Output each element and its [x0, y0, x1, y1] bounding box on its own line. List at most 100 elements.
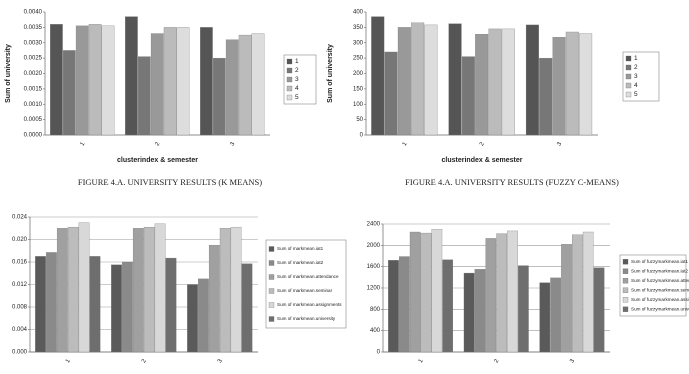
legend-swatch	[625, 73, 632, 80]
y-tick-label: 0	[377, 350, 381, 356]
y-tick-label: 0.0005	[24, 117, 43, 123]
bar	[35, 256, 46, 353]
legend-swatch	[622, 259, 629, 265]
bar	[582, 231, 594, 353]
y-tick-label: 100	[353, 102, 364, 108]
legend-label: Sum of markmean.university	[277, 316, 336, 321]
legend-swatch	[286, 58, 293, 65]
legend-label: Sum of fuzzymarkmean.university	[631, 306, 689, 311]
y-tick-label: 0.024	[12, 215, 28, 221]
x-axis-title: clusterindex & semester	[442, 157, 523, 164]
legend-label: Sum of fuzzymarkmean.seminar	[631, 287, 689, 292]
legend-label: 3	[295, 76, 299, 83]
y-tick-label: 0.0025	[24, 56, 43, 62]
y-tick-label: 400	[353, 10, 364, 16]
legend-swatch	[286, 85, 293, 92]
bar	[225, 39, 239, 136]
bar	[448, 23, 462, 136]
bar	[238, 34, 252, 136]
x-tick-label: 2	[494, 358, 501, 364]
bar	[397, 27, 411, 136]
y-tick-label: 0.000	[12, 350, 28, 356]
legend-label: 1	[295, 58, 299, 65]
bar	[212, 57, 226, 136]
x-tick-label: 1	[402, 141, 409, 147]
bar	[125, 16, 138, 136]
legend-box	[619, 254, 687, 317]
y-tick-label: 0.012	[12, 282, 28, 288]
x-tick-label: 3	[217, 358, 224, 364]
y-tick-label: 0.008	[12, 305, 28, 311]
legend-swatch	[622, 287, 629, 293]
bar	[176, 27, 190, 136]
bar	[525, 24, 539, 136]
legend-label: Sum of fuzzymarkmean.iat1	[631, 259, 688, 264]
bar	[219, 228, 231, 353]
bar	[78, 222, 90, 353]
bar	[539, 282, 551, 353]
legend-label: 4	[295, 85, 299, 92]
y-tick-label: 0.0010	[24, 102, 43, 108]
bar	[488, 28, 502, 136]
bar	[507, 230, 518, 353]
x-tick-label: 1	[80, 141, 87, 147]
legend-swatch	[268, 260, 275, 266]
legend-swatch	[622, 268, 629, 274]
y-tick-label: 300	[353, 40, 364, 46]
bar	[150, 33, 164, 136]
bar	[398, 256, 410, 353]
y-tick-label: 0.0040	[24, 10, 43, 16]
bar	[89, 256, 101, 353]
bar	[518, 265, 529, 353]
y-tick-label: 2000	[367, 243, 381, 249]
bar	[475, 33, 489, 136]
bar	[208, 244, 220, 353]
bar	[50, 24, 63, 136]
legend-label: 2	[634, 64, 638, 71]
bar	[198, 278, 209, 353]
bar	[165, 257, 177, 353]
x-tick-label: 3	[230, 141, 237, 147]
bar	[431, 229, 443, 353]
x-axis-title: clusterindex & semester	[117, 157, 198, 164]
y-tick-label: 400	[370, 328, 381, 334]
y-axis-title: Sum of university	[327, 44, 334, 103]
bar	[388, 260, 399, 353]
bar	[63, 50, 76, 136]
y-tick-label: 0.016	[12, 260, 28, 266]
legend-swatch	[268, 302, 275, 308]
legend-swatch	[268, 274, 275, 280]
legend-swatch	[286, 67, 293, 74]
bar	[56, 228, 68, 353]
bar	[251, 33, 265, 136]
legend-label: 5	[295, 94, 299, 101]
bar	[163, 27, 177, 136]
legend-label: Sum of markmean.seminar	[277, 288, 333, 293]
bar	[88, 24, 102, 136]
y-tick-label: 0.020	[12, 237, 28, 243]
x-tick-label: 3	[556, 141, 563, 147]
legend-swatch	[286, 94, 293, 101]
legend-swatch	[268, 316, 275, 322]
x-tick-label: 3	[569, 358, 576, 364]
bar	[154, 223, 166, 353]
bar	[241, 263, 253, 353]
legend-label: Sum of fuzzymarkmean.iat2	[631, 268, 688, 273]
bar	[501, 28, 515, 136]
y-tick-label: 800	[370, 307, 381, 313]
y-tick-label: 50	[356, 117, 363, 123]
y-tick-label: 2400	[367, 222, 381, 228]
bar	[187, 284, 198, 353]
bar	[111, 264, 122, 353]
bar	[565, 31, 579, 136]
y-tick-label: 250	[353, 56, 364, 62]
bar	[75, 25, 89, 136]
y-tick-label: 150	[353, 86, 364, 92]
bar	[496, 233, 507, 353]
y-tick-label: 0.0000	[24, 133, 43, 139]
legend-swatch	[625, 91, 632, 98]
bar	[550, 277, 561, 353]
bar	[230, 226, 242, 353]
legend-swatch	[622, 306, 629, 312]
